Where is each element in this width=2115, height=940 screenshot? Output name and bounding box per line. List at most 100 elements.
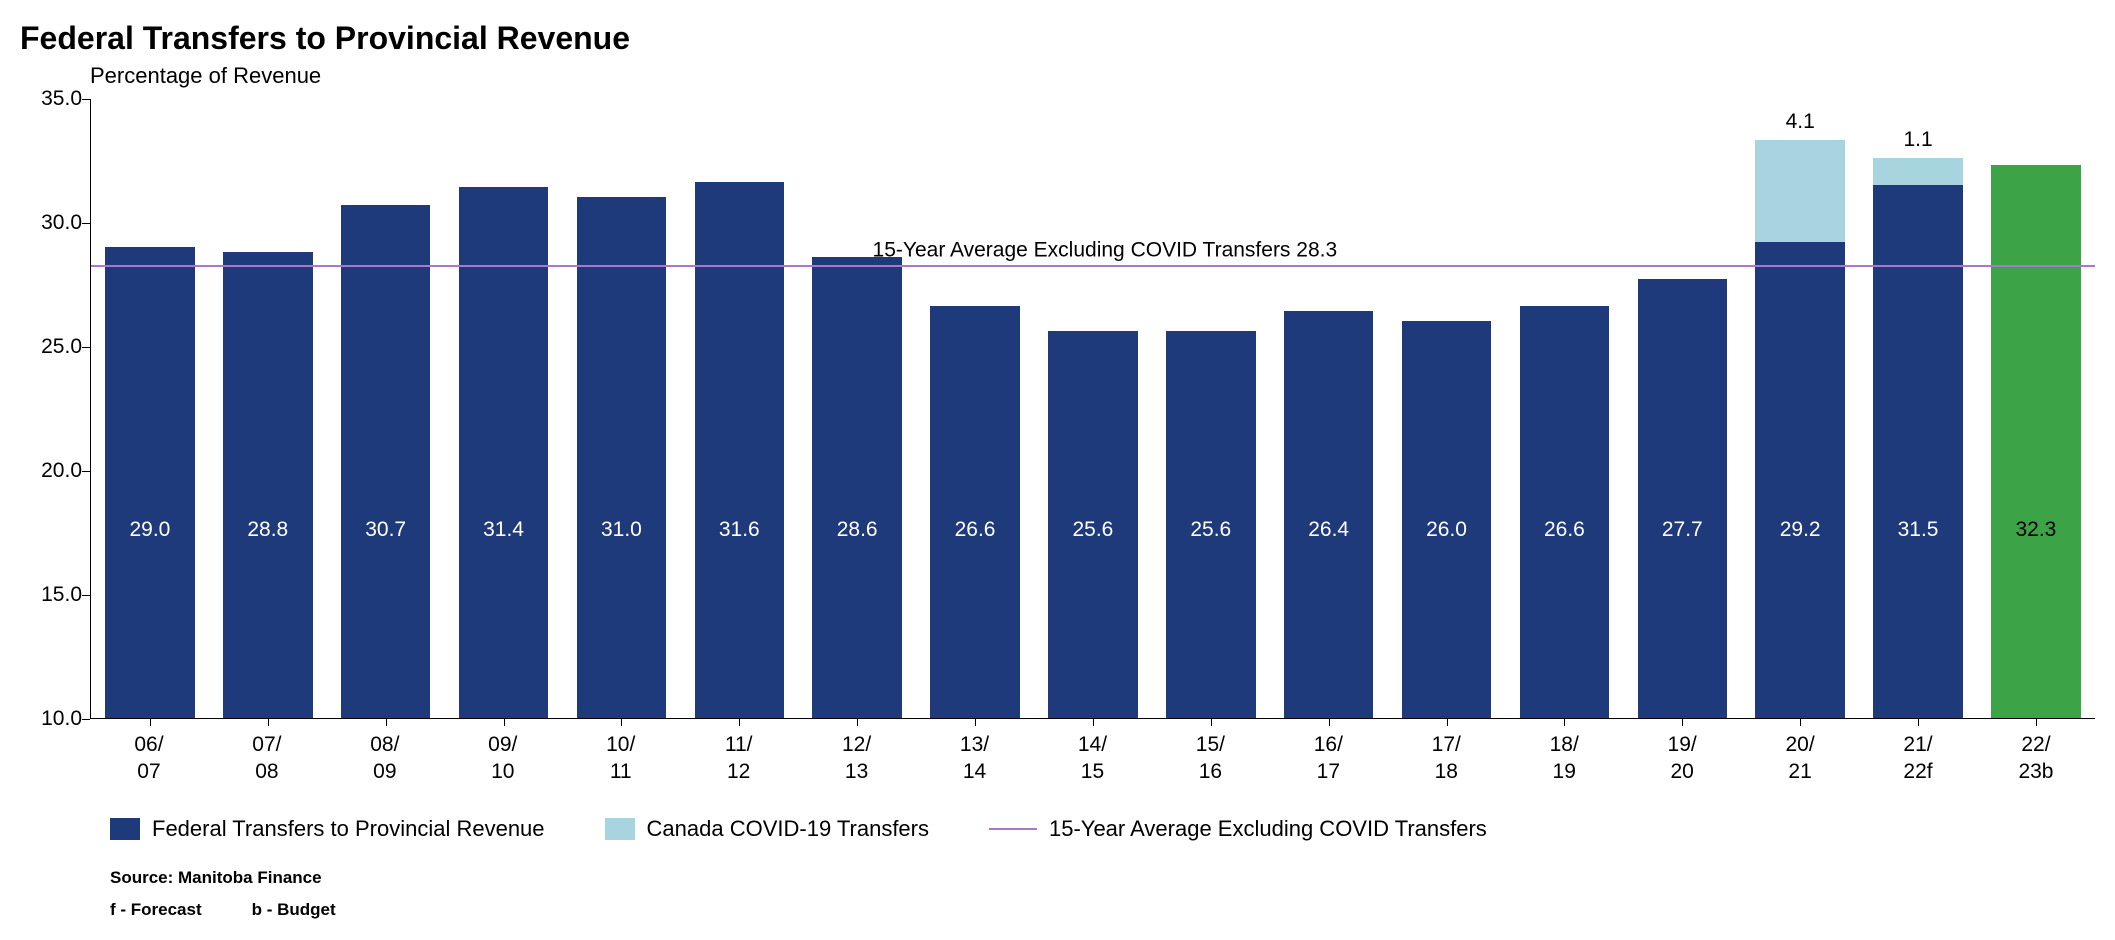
bars-group: 29.0 28.8 30.7 31.4 31.0 31.6 28.6 26.6 25.6 25.6… (91, 99, 2095, 718)
legend-label-avg: 15-Year Average Excluding COVID Transfer… (1049, 816, 1487, 842)
x-tick-label: 14/15 (1034, 731, 1152, 786)
bar-value-label: 29.0 (129, 518, 170, 542)
footnote-budget: b - Budget (252, 900, 336, 920)
legend-label-federal: Federal Transfers to Provincial Revenue (152, 816, 545, 842)
bar-stack: 25.6 (1048, 331, 1138, 718)
x-tick-label: 18/19 (1505, 731, 1623, 786)
bar-segment-federal: 30.7 (341, 205, 431, 718)
bar-value-label: 25.6 (1190, 518, 1231, 542)
bar-slot: 31.0 (563, 99, 681, 718)
footnote-forecast: f - Forecast (110, 900, 202, 920)
bar-stack: 26.6 (930, 306, 1020, 718)
bar-stack: 26.0 (1402, 321, 1492, 718)
bar-value-label: 29.2 (1780, 518, 1821, 542)
legend: Federal Transfers to Provincial Revenue … (110, 816, 2095, 842)
bar-value-label: 26.0 (1426, 518, 1467, 542)
bar-stack: 29.24.1 (1755, 140, 1845, 718)
bar-slot: 26.6 (916, 99, 1034, 718)
bar-value-label: 31.4 (483, 518, 524, 542)
bar-segment-federal: 26.4 (1284, 311, 1374, 718)
bar-slot: 26.6 (1506, 99, 1624, 718)
bar-value-label: 28.8 (247, 518, 288, 542)
x-tick-label: 21/22f (1859, 731, 1977, 786)
bar-value-label: 31.0 (601, 518, 642, 542)
legend-swatch-covid (605, 818, 635, 840)
legend-swatch-federal (110, 818, 140, 840)
bar-stack: 29.0 (105, 247, 195, 718)
legend-item-avg: 15-Year Average Excluding COVID Transfer… (989, 816, 1487, 842)
average-line: 15-Year Average Excluding COVID Transfer… (91, 265, 2095, 267)
bar-value-label: 25.6 (1072, 518, 1113, 542)
bar-stack: 26.4 (1284, 311, 1374, 718)
bar-segment-federal: 28.8 (223, 252, 313, 718)
bar-stack: 26.6 (1520, 306, 1610, 718)
legend-item-federal: Federal Transfers to Provincial Revenue (110, 816, 545, 842)
bar-segment-federal: 25.6 (1166, 331, 1256, 718)
bar-slot: 31.4 (445, 99, 563, 718)
chart-subtitle: Percentage of Revenue (90, 63, 2095, 89)
average-line-label: 15-Year Average Excluding COVID Transfer… (873, 238, 1338, 262)
bar-stack: 27.7 (1638, 279, 1728, 718)
bar-segment-federal: 26.0 (1402, 321, 1492, 718)
bar-stack: 32.3 (1991, 165, 2081, 718)
x-tick-label: 12/13 (798, 731, 916, 786)
bar-segment-federal: 27.7 (1638, 279, 1728, 718)
x-tick-label: 16/17 (1269, 731, 1387, 786)
y-tick-label: 20.0 (41, 459, 82, 483)
bar-value-label: 26.6 (1544, 518, 1585, 542)
bar-segment-federal: 28.6 (812, 257, 902, 718)
source-text: Source: Manitoba Finance (110, 868, 2095, 888)
bar-stack: 31.6 (695, 182, 785, 718)
y-tick-label: 15.0 (41, 583, 82, 607)
bar-segment-federal: 32.3 (1991, 165, 2081, 718)
x-tick-label: 13/14 (916, 731, 1034, 786)
bar-segment-federal: 29.0 (105, 247, 195, 718)
bar-slot: 31.5 1.1 (1859, 99, 1977, 718)
bar-segment-federal: 25.6 (1048, 331, 1138, 718)
x-tick-label: 17/18 (1387, 731, 1505, 786)
bar-value-label: 30.7 (365, 518, 406, 542)
y-tick-label: 35.0 (41, 87, 82, 111)
bar-slot: 28.8 (209, 99, 327, 718)
bar-segment-federal: 29.2 (1755, 242, 1845, 718)
bar-value-label: 26.4 (1308, 518, 1349, 542)
plot-region: 29.0 28.8 30.7 31.4 31.0 31.6 28.6 26.6 25.6 25.6… (90, 99, 2095, 719)
bar-slot: 29.0 (91, 99, 209, 718)
bar-stack: 30.7 (341, 205, 431, 718)
bar-slot: 30.7 (327, 99, 445, 718)
bar-covid-label: 4.1 (1786, 110, 1815, 134)
y-tick-label: 25.0 (41, 335, 82, 359)
x-tick-label: 09/10 (444, 731, 562, 786)
bar-slot: 32.3 (1977, 99, 2095, 718)
chart-area: 10.015.020.025.030.035.0 29.028.830.731.… (90, 99, 2095, 719)
y-axis: 10.015.020.025.030.035.0 (30, 99, 90, 719)
legend-swatch-avg-line (989, 828, 1037, 830)
bar-value-label: 27.7 (1662, 518, 1703, 542)
bar-slot: 31.6 (680, 99, 798, 718)
y-tick-label: 30.0 (41, 211, 82, 235)
bar-stack: 31.0 (577, 197, 667, 718)
bar-stack: 28.6 (812, 257, 902, 718)
bar-stack: 28.8 (223, 252, 313, 718)
bar-covid-label: 1.1 (1903, 128, 1932, 152)
chart-container: Federal Transfers to Provincial Revenue … (20, 20, 2095, 920)
bar-stack: 25.6 (1166, 331, 1256, 718)
bar-value-label: 28.6 (837, 518, 878, 542)
x-tick-label: 08/09 (326, 731, 444, 786)
legend-item-covid: Canada COVID-19 Transfers (605, 816, 929, 842)
bar-slot: 26.0 (1388, 99, 1506, 718)
x-tick-label: 11/12 (680, 731, 798, 786)
x-tick-label: 07/08 (208, 731, 326, 786)
chart-title: Federal Transfers to Provincial Revenue (20, 20, 2095, 57)
x-tick-label: 06/07 (90, 731, 208, 786)
x-tick-label: 15/16 (1151, 731, 1269, 786)
bar-value-label: 32.3 (2015, 518, 2056, 542)
legend-label-covid: Canada COVID-19 Transfers (647, 816, 929, 842)
bar-slot: 27.7 (1623, 99, 1741, 718)
bar-value-label: 26.6 (955, 518, 996, 542)
bar-value-label: 31.5 (1898, 518, 1939, 542)
x-tick-label: 10/11 (562, 731, 680, 786)
x-axis-labels: 06/0707/0808/0909/1010/1111/1212/1313/14… (90, 731, 2095, 786)
x-tick-label: 20/21 (1741, 731, 1859, 786)
bar-segment-federal: 31.6 (695, 182, 785, 718)
